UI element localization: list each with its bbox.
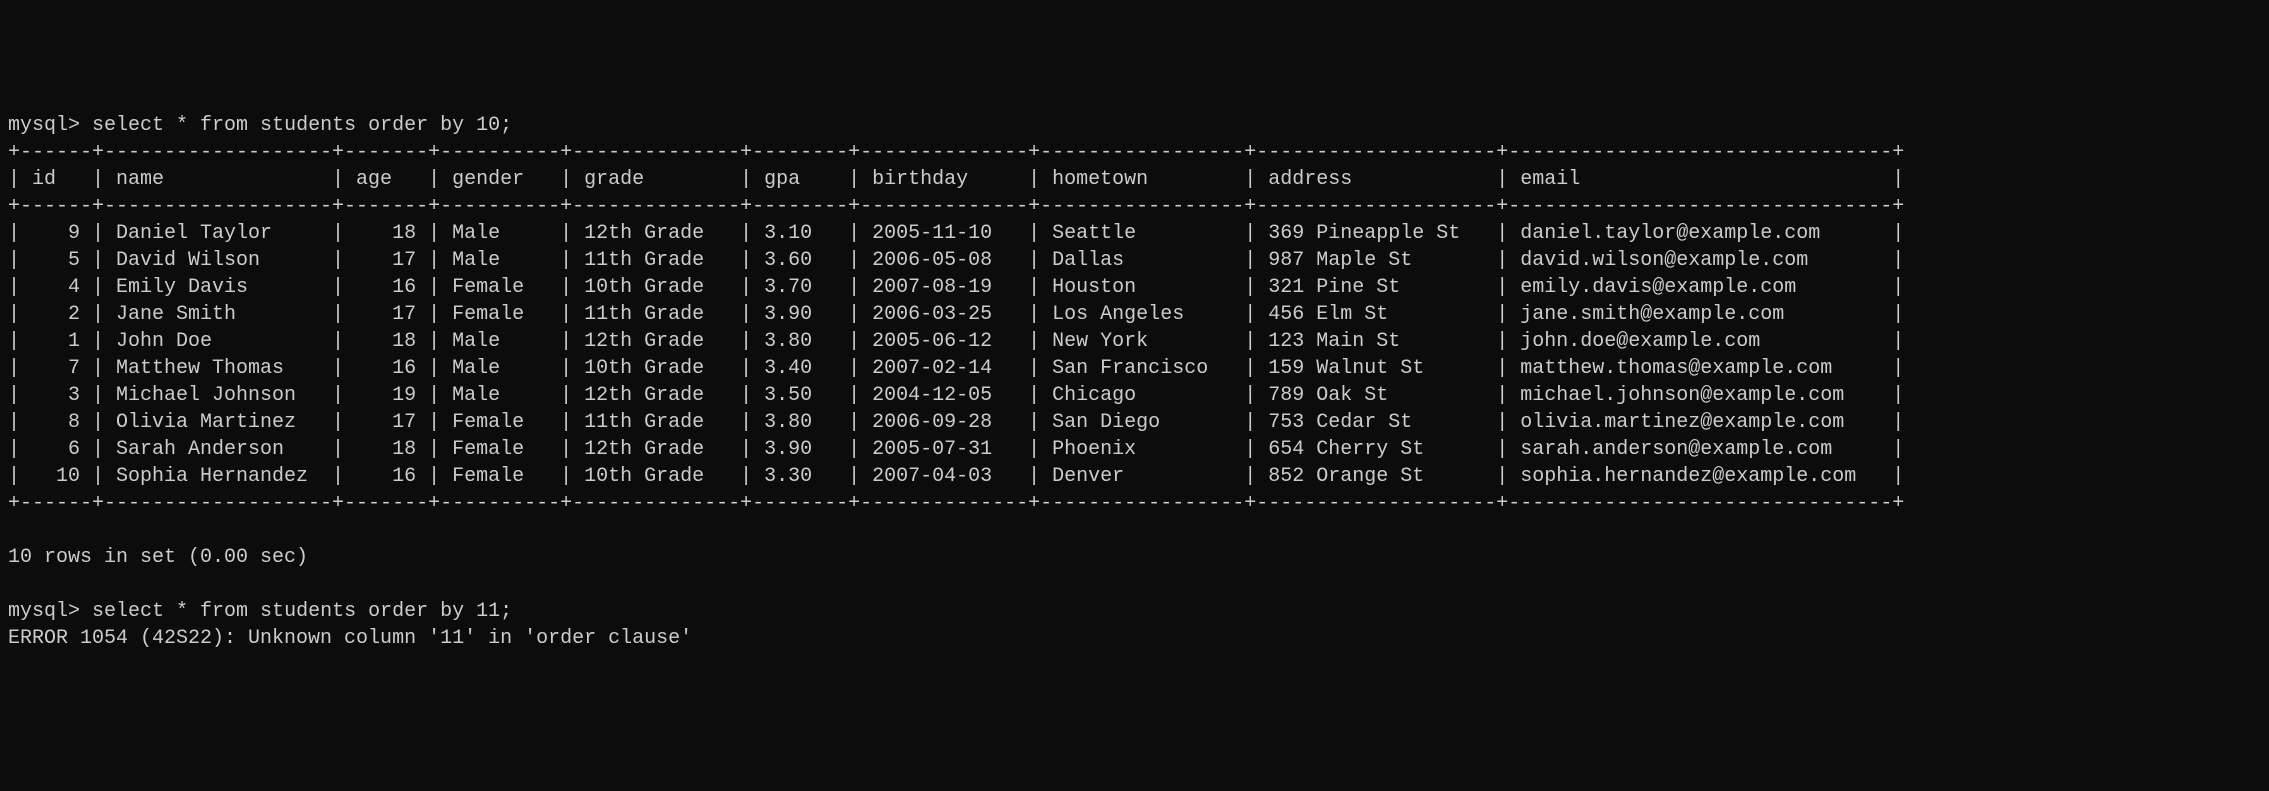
table-row: | 4 | Emily Davis | 16 | Female | 10th G…	[8, 276, 1904, 299]
table-row: | 5 | David Wilson | 17 | Male | 11th Gr…	[8, 249, 1904, 272]
table-row: | 1 | John Doe | 18 | Male | 12th Grade …	[8, 330, 1904, 353]
terminal-output: mysql> select * from students order by 1…	[8, 112, 2261, 652]
sql-query-2: select * from students order by 11;	[92, 600, 512, 623]
query-status: 10 rows in set (0.00 sec)	[8, 546, 308, 569]
error-message: ERROR 1054 (42S22): Unknown column '11' …	[8, 627, 692, 650]
table-row: | 10 | Sophia Hernandez | 16 | Female | …	[8, 465, 1904, 488]
table-bottom-border: +------+-------------------+-------+----…	[8, 492, 1904, 515]
mysql-prompt: mysql>	[8, 114, 80, 137]
table-row: | 7 | Matthew Thomas | 16 | Male | 10th …	[8, 357, 1904, 380]
table-row: | 3 | Michael Johnson | 19 | Male | 12th…	[8, 384, 1904, 407]
mysql-prompt: mysql>	[8, 600, 80, 623]
table-top-border: +------+-------------------+-------+----…	[8, 141, 1904, 164]
table-header-row: | id | name | age | gender | grade | gpa…	[8, 168, 1904, 191]
sql-query-1: select * from students order by 10;	[92, 114, 512, 137]
table-row: | 8 | Olivia Martinez | 17 | Female | 11…	[8, 411, 1904, 434]
table-row: | 2 | Jane Smith | 17 | Female | 11th Gr…	[8, 303, 1904, 326]
table-row: | 6 | Sarah Anderson | 18 | Female | 12t…	[8, 438, 1904, 461]
table-header-border: +------+-------------------+-------+----…	[8, 195, 1904, 218]
table-row: | 9 | Daniel Taylor | 18 | Male | 12th G…	[8, 222, 1904, 245]
